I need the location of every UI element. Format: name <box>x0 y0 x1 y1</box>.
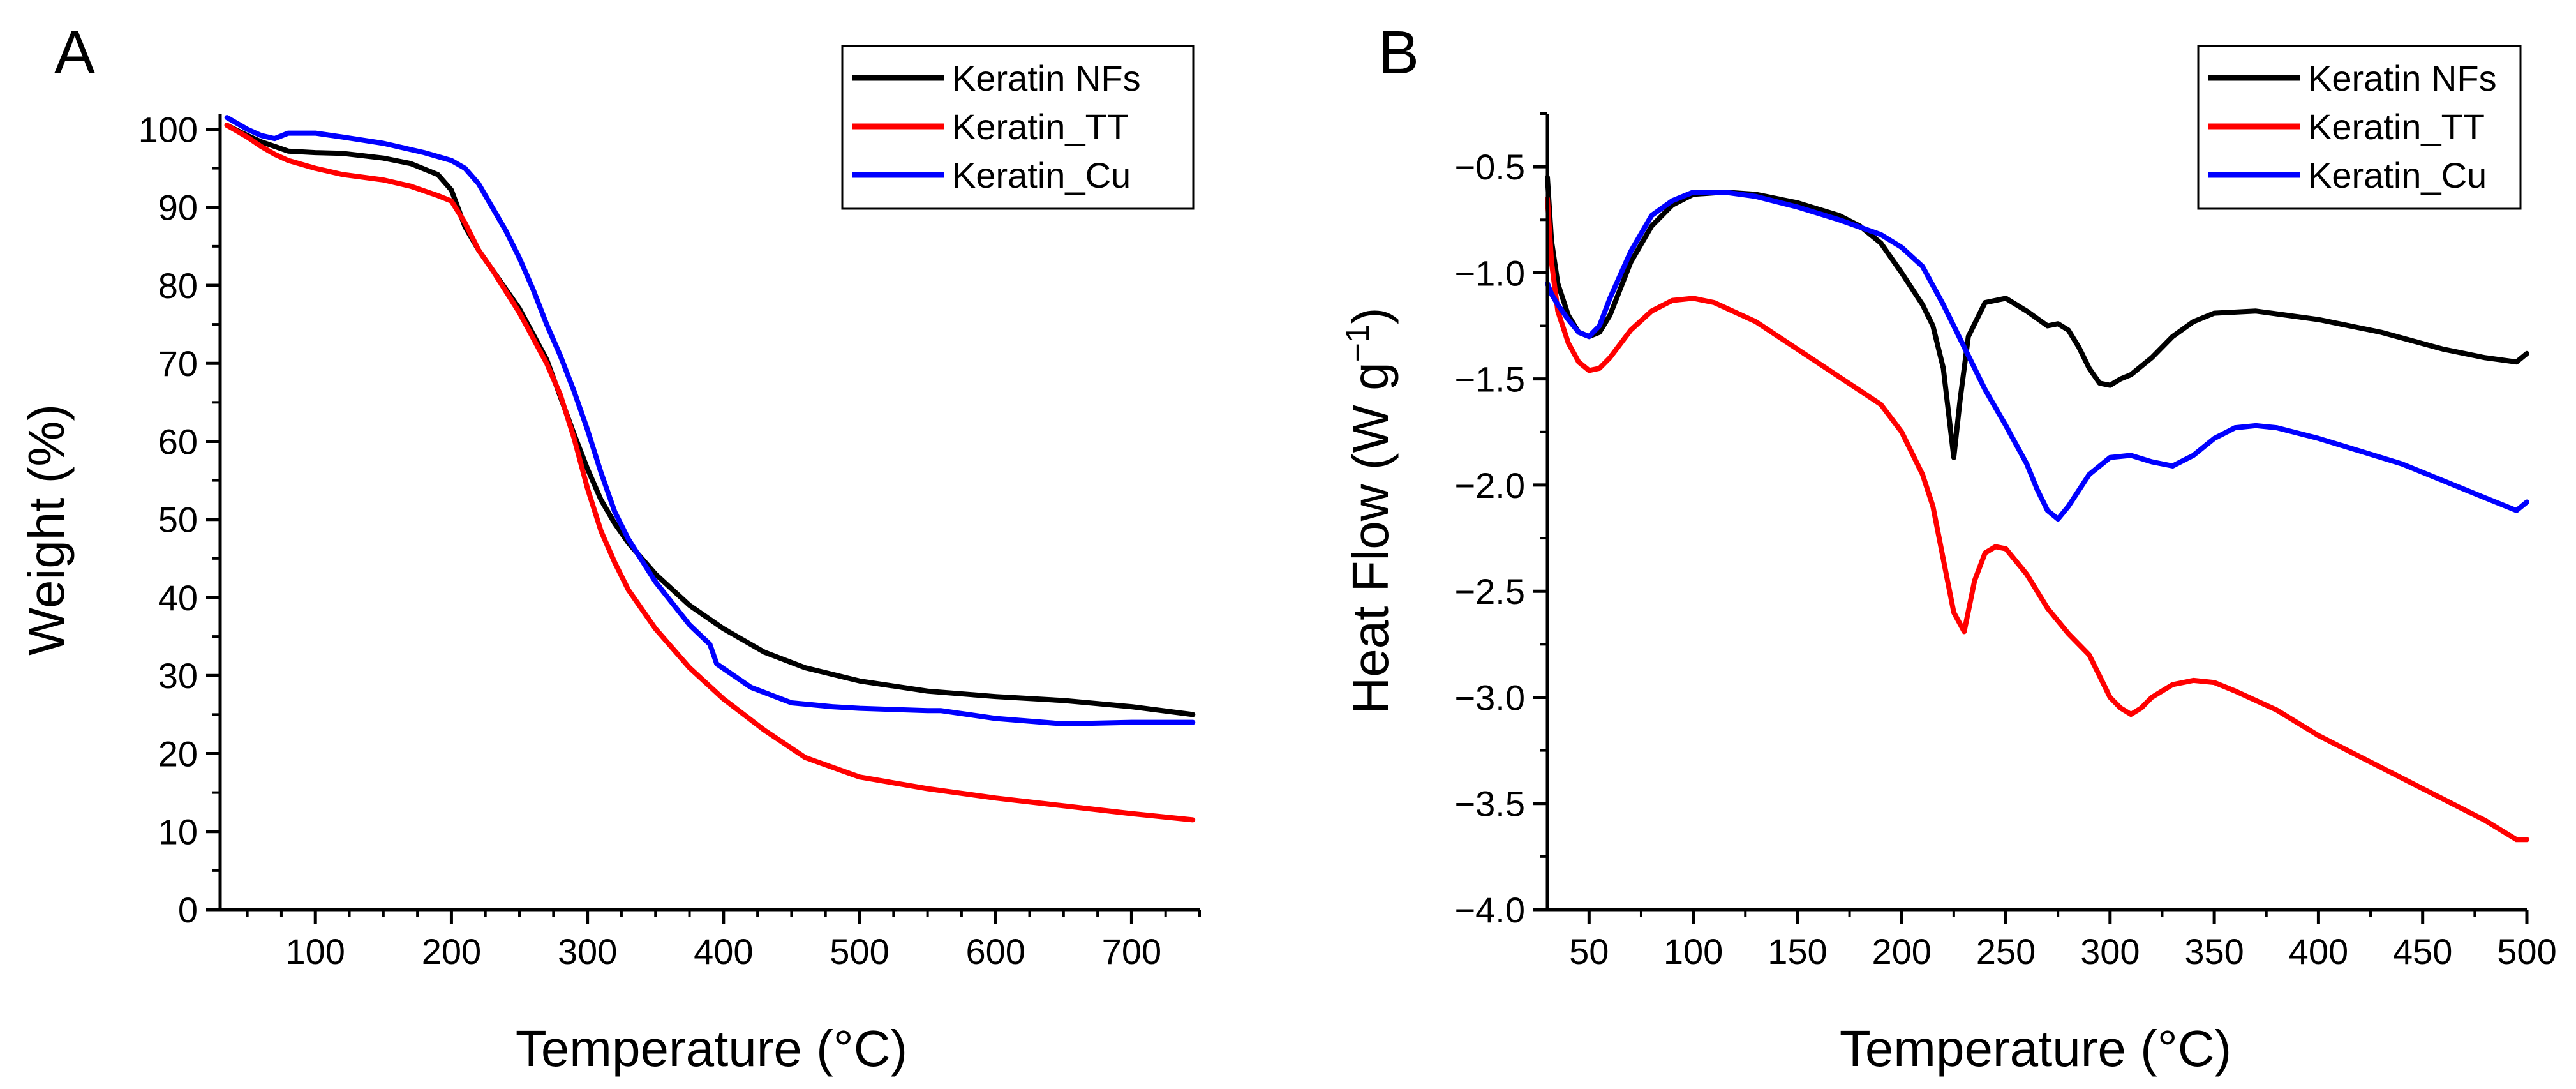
panel-b-y-axis-label-sup: −1 <box>1339 324 1376 362</box>
panel-a-label: A <box>54 19 95 87</box>
panel-a-y-tick-label: 60 <box>158 421 198 462</box>
panel-a-y-tick-label: 50 <box>158 500 198 540</box>
panel-a-y-tick-label: 0 <box>178 890 198 930</box>
panel-a-y-tick-label: 80 <box>158 266 198 306</box>
panel-b-legend: Keratin NFs Keratin_TT Keratin_Cu <box>2197 45 2522 210</box>
panel-a-series <box>224 115 1196 823</box>
panel-a-legend-label-3: Keratin_Cu <box>952 155 1131 195</box>
panel-b-series-line-3 <box>1545 190 2529 522</box>
panel-a: A 100 200 300 400 500 600 700 0 10 20 30 40 50 60 70 80… <box>18 19 1201 1077</box>
panel-b-x-tick-label: 300 <box>2080 931 2140 972</box>
panel-b-x-tick-label: 450 <box>2393 931 2452 972</box>
panel-a-x-tick-label: 600 <box>965 931 1025 972</box>
panel-b-y-tick-label: −3.0 <box>1454 677 1525 717</box>
panel-a-series-line-2 <box>224 123 1196 823</box>
panel-a-y-tick-label: 20 <box>158 733 198 774</box>
panel-b-y-tick-label: −1.5 <box>1454 359 1525 400</box>
panel-b-x-tick-label: 400 <box>2289 931 2348 972</box>
panel-b-legend-label-1: Keratin NFs <box>2308 58 2497 98</box>
panel-b-x-tick-label: 350 <box>2184 931 2244 972</box>
panel-b-y-tick-label: −0.5 <box>1454 147 1525 187</box>
panel-b-y-tick-label: −2.5 <box>1454 571 1525 612</box>
panel-a-y-tick-label: 100 <box>138 109 198 149</box>
panel-b-y-tick-label: −1.0 <box>1454 253 1525 293</box>
panel-b-x-tick-label: 100 <box>1664 931 1723 972</box>
panel-a-series-line-1 <box>224 123 1196 717</box>
panel-a-x-tick-label: 700 <box>1102 931 1161 972</box>
panel-b-legend-label-2: Keratin_TT <box>2308 107 2485 147</box>
panel-b-x-tick-label: 50 <box>1569 931 1609 972</box>
panel-a-x-tick-label: 400 <box>694 931 753 972</box>
panel-a-legend: Keratin NFs Keratin_TT Keratin_Cu <box>841 45 1195 210</box>
panel-a-x-axis-label: Temperature (°C) <box>516 1020 907 1077</box>
panel-a-y-tick-label: 10 <box>158 812 198 852</box>
panel-b-series-line-2 <box>1545 196 2529 843</box>
panel-a-y-tick-label: 40 <box>158 578 198 618</box>
panel-a-y-tick-label: 30 <box>158 656 198 696</box>
panel-b-y-tick-label: −2.0 <box>1454 465 1525 506</box>
panel-a-axes: 100 200 300 400 500 600 700 0 10 20 30 40 50 60 70 80 90… <box>138 109 1201 972</box>
panel-b-x-axis-label: Temperature (°C) <box>1840 1020 2231 1077</box>
panel-a-y-tick-label: 70 <box>158 343 198 384</box>
panel-a-x-tick-label: 100 <box>286 931 345 972</box>
panel-b-axes: 50 100 150 200 250 300 350 400 450 500 −4.0 −3.5 −3.… <box>1454 112 2557 972</box>
panel-a-legend-label-1: Keratin NFs <box>952 58 1141 98</box>
panel-b-x-tick-label: 500 <box>2497 931 2556 972</box>
panel-a-series-line-3 <box>224 115 1196 726</box>
panel-a-y-axis-label: Weight (%) <box>18 404 75 656</box>
panel-b-x-tick-label: 250 <box>1976 931 2036 972</box>
panel-b-series-line-1 <box>1545 174 2529 460</box>
panel-a-x-tick-label: 200 <box>422 931 481 972</box>
panel-a-x-tick-label: 300 <box>558 931 617 972</box>
panel-a-y-tick-label: 90 <box>158 188 198 228</box>
panel-b-y-tick-label: −4.0 <box>1454 890 1525 930</box>
panel-b-series <box>1545 174 2529 843</box>
panel-b-label: B <box>1378 19 1419 87</box>
panel-b-x-tick-label: 200 <box>1872 931 1931 972</box>
panel-a-legend-label-2: Keratin_TT <box>952 107 1129 147</box>
panel-b-y-axis-label: Heat Flow (W g−1) <box>1339 307 1399 714</box>
panel-b-x-tick-label: 150 <box>1768 931 1827 972</box>
panel-b-y-tick-label: −3.5 <box>1454 784 1525 824</box>
panel-b-legend-label-3: Keratin_Cu <box>2308 155 2487 195</box>
panel-a-x-tick-label: 500 <box>830 931 889 972</box>
panel-b: B 50 100 150 200 250 300 350 400 450 500 −4.0 −3.5 −… <box>1339 19 2557 1077</box>
panel-b-y-axis-label-main: Heat Flow (W g <box>1342 362 1399 714</box>
panel-b-y-axis-label-close: ) <box>1342 307 1399 324</box>
